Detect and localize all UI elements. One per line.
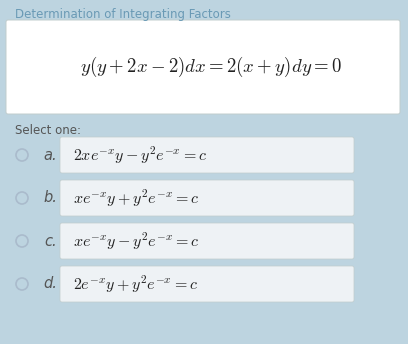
- Text: $y(y + 2x - 2)dx = 2(x + y)dy = 0$: $y(y + 2x - 2)dx = 2(x + y)dy = 0$: [80, 55, 342, 79]
- FancyBboxPatch shape: [6, 20, 400, 114]
- FancyBboxPatch shape: [60, 223, 354, 259]
- Text: d.: d.: [43, 277, 57, 291]
- Text: $2e^{-x}y + y^2e^{-x} = c$: $2e^{-x}y + y^2e^{-x} = c$: [73, 273, 198, 295]
- Text: Determination of Integrating Factors: Determination of Integrating Factors: [15, 8, 231, 21]
- Text: Select one:: Select one:: [15, 124, 81, 137]
- Text: c.: c.: [44, 234, 57, 248]
- FancyBboxPatch shape: [60, 266, 354, 302]
- Text: $xe^{-x}y - y^2e^{-x} = c$: $xe^{-x}y - y^2e^{-x} = c$: [73, 230, 199, 252]
- FancyBboxPatch shape: [60, 137, 354, 173]
- Text: a.: a.: [43, 148, 57, 162]
- Text: $2xe^{-x}y - y^2e^{-x} = c$: $2xe^{-x}y - y^2e^{-x} = c$: [73, 144, 207, 166]
- FancyBboxPatch shape: [60, 180, 354, 216]
- Text: b.: b.: [43, 191, 57, 205]
- Text: $xe^{-x}y + y^2e^{-x} = c$: $xe^{-x}y + y^2e^{-x} = c$: [73, 187, 199, 209]
